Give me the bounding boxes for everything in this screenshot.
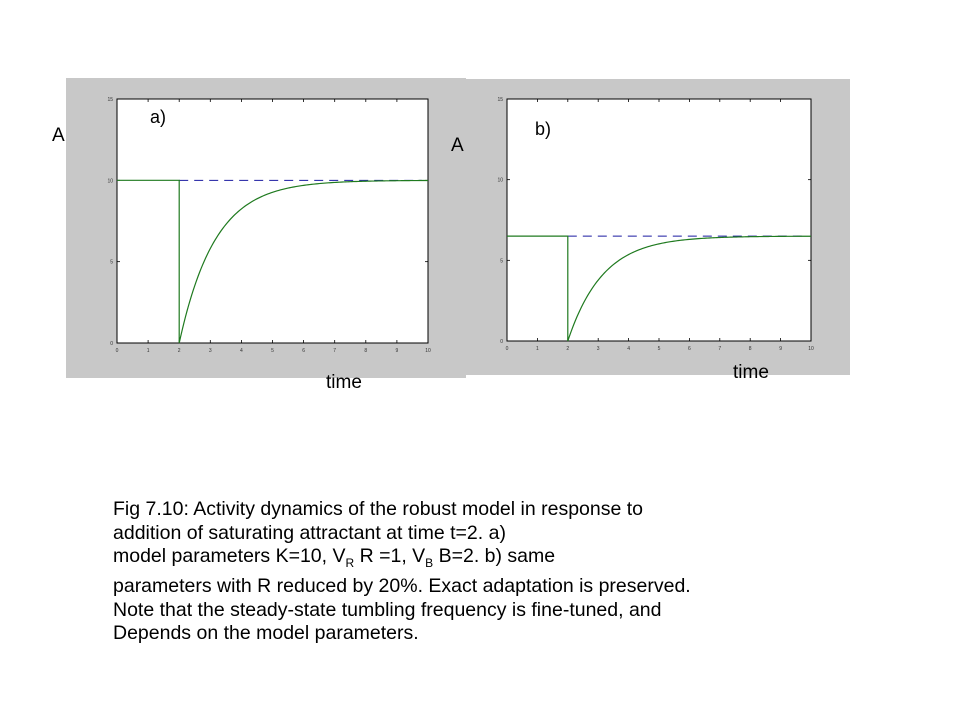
- chart-a-panel-label: a): [150, 107, 167, 127]
- chart-b-xtick-label: 9: [779, 346, 782, 352]
- chart-a-xtick-label: 7: [333, 348, 336, 354]
- chart-a-xtick-label: 2: [178, 348, 181, 354]
- chart-a-xtick-label: 4: [240, 348, 243, 354]
- caption-line-3: model parameters K=10, VR R =1, VB B=2. …: [113, 545, 913, 575]
- chart-b-svg: 0 1 2 3 4 5 6 7 8 9 10 0 5 10 15: [497, 97, 814, 352]
- chart-b-ytick-label: 10: [497, 178, 503, 184]
- chart-a-ytick-label: 5: [110, 260, 113, 266]
- chart-a-xlabel: time: [326, 372, 362, 393]
- chart-b-xtick-label: 4: [627, 346, 630, 352]
- caption-line-4: parameters with R reduced by 20%. Exact …: [113, 575, 691, 598]
- chart-b-xtick-label: 3: [597, 346, 600, 352]
- chart-a-xtick-label: 10: [425, 348, 431, 354]
- chart-b-xlabel: time: [733, 362, 769, 383]
- chart-b-xtick-label: 6: [688, 346, 691, 352]
- caption-sub-b: B: [425, 555, 434, 570]
- chart-b-xtick-label: 10: [808, 346, 814, 352]
- chart-b-xtick-label: 1: [536, 346, 539, 352]
- chart-a-xtick-label: 6: [302, 348, 305, 354]
- chart-a-ytick-label: 15: [107, 97, 113, 103]
- caption-line-2: addition of saturating attractant at tim…: [113, 521, 506, 544]
- caption-sub-r: R: [345, 555, 355, 570]
- chart-a-svg: 0 1 2 3 4 5 6 7 8 9 10 0 5 10 15: [107, 97, 431, 354]
- caption-line-5: Note that the steady-state tumbling freq…: [113, 598, 662, 621]
- caption-line-1: Fig 7.10: Activity dynamics of the robus…: [113, 498, 644, 520]
- chart-b-ytick-label: 15: [497, 97, 503, 103]
- chart-b-xtick-label: 5: [658, 346, 661, 352]
- chart-a-xtick-label: 8: [364, 348, 367, 354]
- chart-b-panel-label: b): [535, 119, 552, 139]
- chart-a-xtick-label: 1: [147, 348, 150, 354]
- chart-panel-a: 0 1 2 3 4 5 6 7 8 9 10 0 5 10 15: [66, 78, 466, 378]
- chart-b-xtick-label: 2: [566, 346, 569, 352]
- chart-a-ytick-label: 0: [110, 341, 113, 347]
- chart-a-ylabel: A: [52, 125, 65, 146]
- chart-b-series-activity-line: [507, 235, 812, 342]
- caption-line-6: Depends on the model parameters.: [113, 622, 419, 645]
- chart-a-ytick-label: 10: [107, 178, 113, 184]
- chart-a-plot-area: [116, 98, 429, 344]
- caption-line-3-b: R =1, V: [354, 545, 426, 567]
- chart-b-xtick-label: 7: [718, 346, 721, 352]
- figure-caption: Fig 7.10: Activity dynamics of the robus…: [113, 498, 913, 646]
- chart-b-xtick-label: 8: [749, 346, 752, 352]
- caption-line-3-a: model parameters K=10, V: [113, 545, 346, 567]
- caption-line-3-c: B=2. b) same: [433, 545, 556, 567]
- chart-panel-b: 0 1 2 3 4 5 6 7 8 9 10 0 5 10 15: [466, 79, 850, 375]
- chart-b-xtick-label: 0: [506, 346, 509, 352]
- chart-a-xtick-label: 9: [396, 348, 399, 354]
- chart-b-ytick-label: 5: [500, 258, 503, 264]
- chart-a-xtick-label: 0: [116, 348, 119, 354]
- chart-a-xtick-label: 3: [209, 348, 212, 354]
- chart-a-series-activity-line: [117, 179, 429, 344]
- chart-b-plot-area: [506, 98, 812, 342]
- chart-b-ytick-label: 0: [500, 339, 503, 345]
- chart-a-xtick-label: 5: [271, 348, 274, 354]
- chart-b-ylabel: A: [451, 135, 464, 156]
